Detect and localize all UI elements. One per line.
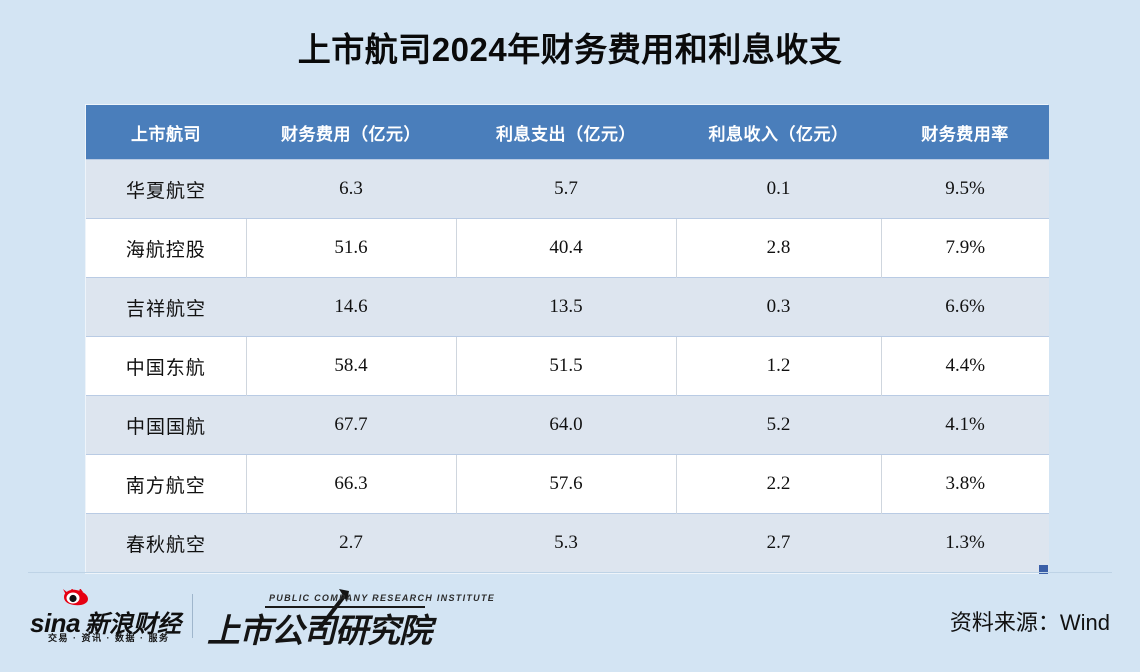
cell-interest-income: 2.8 (676, 218, 882, 278)
sina-latin-text: sina (30, 608, 81, 638)
cell-finance-cost: 67.7 (246, 395, 456, 455)
column-header-cost-ratio: 财务费用率 (881, 105, 1049, 160)
sina-eye-icon (63, 589, 88, 606)
column-header-airline: 上市航司 (86, 105, 246, 160)
cell-airline: 春秋航空 (86, 513, 246, 573)
sina-wordmark: sina 新浪财经 (30, 604, 181, 639)
cell-airline: 中国东航 (86, 336, 247, 396)
cell-interest-expense: 40.4 (456, 218, 677, 278)
table-row: 中国国航 67.7 64.0 5.2 4.1% (86, 395, 1049, 455)
table-header-row: 上市航司 财务费用（亿元） 利息支出（亿元） 利息收入（亿元） 财务费用率 (86, 105, 1049, 160)
table-row: 海航控股 51.6 40.4 2.8 7.9% (86, 218, 1049, 278)
cell-interest-income: 5.2 (676, 395, 881, 455)
data-table-container: 上市航司 财务费用（亿元） 利息支出（亿元） 利息收入（亿元） 财务费用率 华夏… (85, 104, 1049, 574)
data-source-label: 资料来源：Wind (949, 610, 1110, 635)
table-header: 上市航司 财务费用（亿元） 利息支出（亿元） 利息收入（亿元） 财务费用率 (86, 105, 1049, 160)
page-title: 上市航司2024年财务费用和利息收支 (297, 31, 843, 68)
table-body: 华夏航空 6.3 5.7 0.1 9.5% 海航控股 51.6 40.4 2.8… (86, 159, 1049, 573)
cell-finance-cost: 51.6 (246, 218, 457, 278)
cell-interest-expense: 51.5 (456, 336, 677, 396)
upward-arrow-icon (317, 589, 349, 631)
cell-finance-cost: 66.3 (246, 454, 457, 514)
cell-finance-cost: 2.7 (246, 513, 456, 573)
cell-cost-ratio: 4.4% (881, 336, 1049, 396)
column-header-interest-expense: 利息支出（亿元） (456, 105, 676, 160)
cell-interest-income: 0.1 (676, 159, 881, 219)
cell-cost-ratio: 1.3% (881, 513, 1049, 573)
cell-interest-expense: 13.5 (456, 277, 676, 337)
cell-airline: 中国国航 (86, 395, 246, 455)
cell-interest-expense: 5.3 (456, 513, 676, 573)
column-header-interest-income: 利息收入（亿元） (676, 105, 881, 160)
cell-airline: 吉祥航空 (86, 277, 246, 337)
cell-airline: 华夏航空 (86, 159, 246, 219)
table-row: 春秋航空 2.7 5.3 2.7 1.3% (86, 513, 1049, 573)
table-resize-handle[interactable] (1039, 565, 1048, 574)
cell-interest-income: 2.2 (676, 454, 882, 514)
finance-table: 上市航司 财务费用（亿元） 利息支出（亿元） 利息收入（亿元） 财务费用率 华夏… (86, 105, 1049, 573)
cell-interest-income: 2.7 (676, 513, 881, 573)
footer-logos: sina 新浪财经 交易 · 资讯 · 数据 · 服务 PUBLIC COMPA… (30, 585, 494, 649)
table-row: 华夏航空 6.3 5.7 0.1 9.5% (86, 159, 1049, 219)
table-row: 中国东航 58.4 51.5 1.2 4.4% (86, 336, 1049, 396)
cell-finance-cost: 6.3 (246, 159, 456, 219)
cell-cost-ratio: 9.5% (881, 159, 1049, 219)
footer-divider (28, 572, 1112, 573)
cell-cost-ratio: 4.1% (881, 395, 1049, 455)
cell-interest-income: 1.2 (676, 336, 882, 396)
cell-interest-expense: 64.0 (456, 395, 676, 455)
institute-logo: PUBLIC COMPANY RESEARCH INSTITUTE 上市公司研究… (207, 587, 494, 649)
cell-interest-expense: 5.7 (456, 159, 676, 219)
cell-cost-ratio: 3.8% (881, 454, 1049, 514)
sina-finance-logo: sina 新浪财经 交易 · 资讯 · 数据 · 服务 (30, 587, 182, 645)
cell-interest-income: 0.3 (676, 277, 881, 337)
cell-interest-expense: 57.6 (456, 454, 677, 514)
sina-chinese-text: 新浪财经 (85, 611, 182, 638)
footer: sina 新浪财经 交易 · 资讯 · 数据 · 服务 PUBLIC COMPA… (0, 583, 1140, 651)
cell-cost-ratio: 7.9% (881, 218, 1049, 278)
sina-tagline: 交易 · 资讯 · 数据 · 服务 (48, 633, 170, 643)
cell-airline: 海航控股 (86, 218, 247, 278)
column-header-finance-cost: 财务费用（亿元） (246, 105, 456, 160)
institute-underline (265, 606, 425, 608)
table-row: 吉祥航空 14.6 13.5 0.3 6.6% (86, 277, 1049, 337)
table-row: 南方航空 66.3 57.6 2.2 3.8% (86, 454, 1049, 514)
cell-cost-ratio: 6.6% (881, 277, 1049, 337)
logo-divider (192, 594, 193, 638)
cell-finance-cost: 58.4 (246, 336, 457, 396)
institute-english-text: PUBLIC COMPANY RESEARCH INSTITUTE (269, 593, 496, 603)
cell-airline: 南方航空 (86, 454, 247, 514)
cell-finance-cost: 14.6 (246, 277, 456, 337)
institute-chinese-text: 上市公司研究院 (207, 612, 432, 649)
